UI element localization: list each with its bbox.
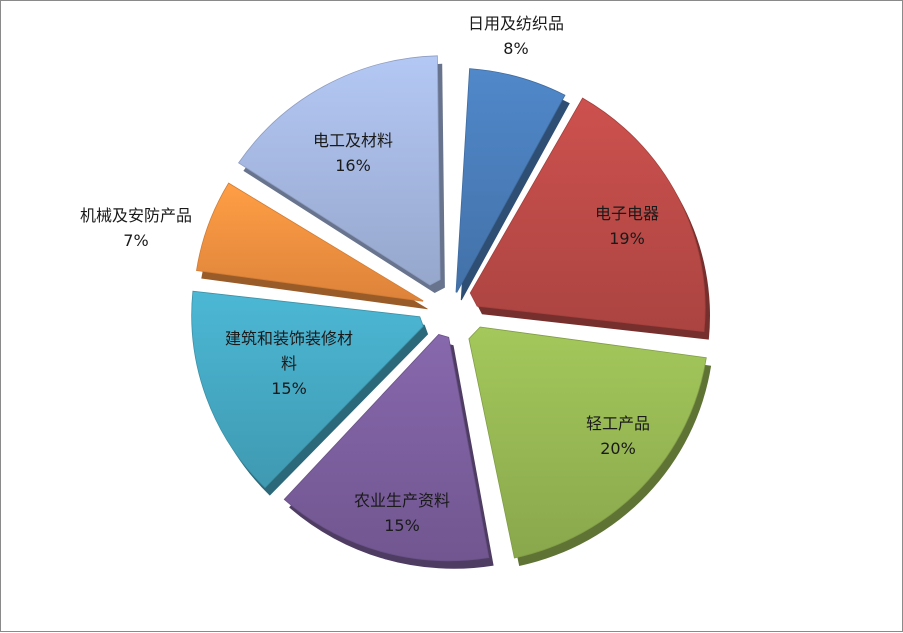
slice-percent-label: 19% <box>609 229 645 248</box>
pie-slice <box>191 290 424 489</box>
slice-percent-label: 8% <box>503 39 528 58</box>
slice-category-label: 农业生产资料 <box>354 491 450 510</box>
pie-slice <box>455 68 566 293</box>
slice-category-label: 轻工产品 <box>586 414 650 433</box>
slice-percent-label: 20% <box>600 439 636 458</box>
pie-slice <box>469 97 706 333</box>
slice-category-label: 电子电器 <box>595 204 659 223</box>
slice-category-label: 建筑和装饰装修材 <box>225 329 353 348</box>
pie-slice <box>468 326 707 559</box>
slice-category-label: 日用及纺织品 <box>468 14 564 33</box>
slice-percent-label: 15% <box>384 516 420 535</box>
slice-category-label: 机械及安防产品 <box>80 206 192 225</box>
pie-slice <box>196 182 424 302</box>
slice-percent-label: 7% <box>123 231 148 250</box>
slice-percent-label: 15% <box>271 379 307 398</box>
pie-slice <box>238 55 441 286</box>
slice-percent-label: 16% <box>335 156 371 175</box>
pie-slice <box>283 334 490 562</box>
slice-category-label: 料 <box>281 354 297 373</box>
slice-category-label: 电工及材料 <box>313 131 393 150</box>
